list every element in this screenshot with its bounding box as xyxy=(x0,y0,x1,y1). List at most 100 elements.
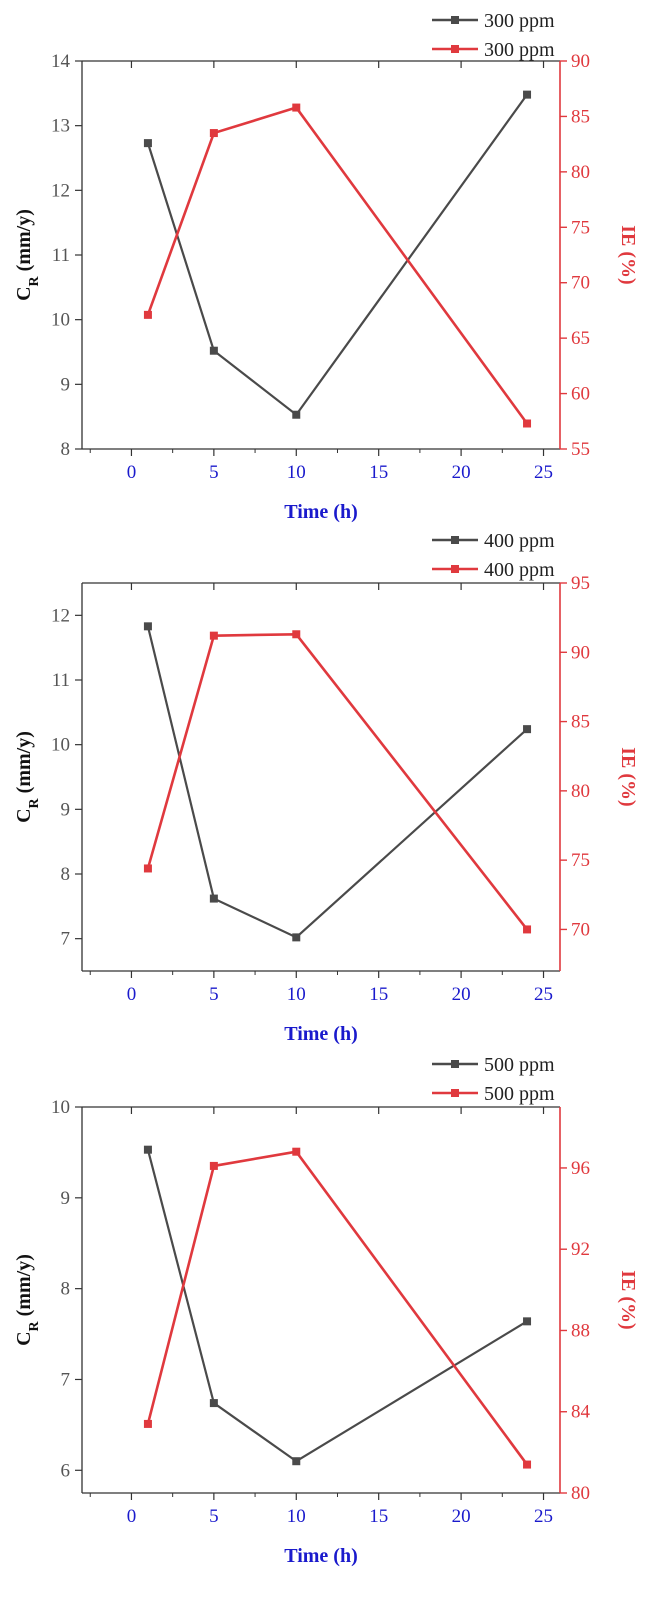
x-tick-label: 15 xyxy=(369,462,388,483)
left-y-axis-title-unit: (mm/y) xyxy=(13,209,35,276)
legend-label: 500 ppm xyxy=(484,1083,555,1105)
x-tick-label: 10 xyxy=(287,462,306,483)
x-tick-label: 10 xyxy=(287,1506,306,1527)
right-y-tick-label: 80 xyxy=(571,1483,590,1504)
left-y-tick-label: 10 xyxy=(51,735,70,756)
x-tick-label: 25 xyxy=(534,1506,553,1527)
data-point-ie xyxy=(209,631,218,640)
right-y-tick-label: 95 xyxy=(571,573,590,594)
x-tick-label: 20 xyxy=(452,984,471,1005)
right-y-axis-title: IE (%) xyxy=(617,747,639,806)
left-y-tick-label: 12 xyxy=(51,605,70,626)
chart-panel-1: 0 5 10 15 20 25 8 9 10 11 12 13 14 55 60 65 70 75 80 85 90 Ti… xyxy=(13,10,639,523)
left-y-tick-label: 7 xyxy=(61,1369,71,1390)
right-y-tick-label: 90 xyxy=(571,51,590,72)
chart-panel-2: 0 5 10 15 20 25 7 8 9 10 11 12 70 75 80 85 90 95 Time (h) C… xyxy=(13,530,639,1045)
left-y-tick-label: 9 xyxy=(61,799,71,820)
left-y-axis-title-subscript: R xyxy=(27,275,42,286)
left-y-axis-title-main: C xyxy=(13,286,35,300)
right-y-tick-label: 88 xyxy=(571,1320,590,1341)
legend-label: 500 ppm xyxy=(484,1054,555,1076)
right-y-tick-label: 92 xyxy=(571,1239,590,1260)
x-tick-label: 10 xyxy=(287,984,306,1005)
right-y-tick-label: 55 xyxy=(571,439,590,460)
data-point-ie xyxy=(292,103,301,112)
right-y-axis-title: IE (%) xyxy=(617,1270,639,1329)
data-point-cr xyxy=(292,1457,301,1466)
series-line-cr xyxy=(146,626,528,939)
x-tick-label: 5 xyxy=(209,1506,219,1527)
data-point-ie xyxy=(143,1419,152,1428)
legend-label: 300 ppm xyxy=(484,10,555,32)
x-tick-label: 20 xyxy=(452,462,471,483)
legend-marker xyxy=(451,1060,459,1068)
data-point-ie xyxy=(209,129,218,138)
series-line-ie xyxy=(146,1150,529,1466)
right-y-axis-title: IE (%) xyxy=(617,225,639,284)
left-y-tick-label: 11 xyxy=(52,245,70,266)
x-tick-label: 0 xyxy=(127,462,137,483)
data-point-ie xyxy=(523,1460,532,1469)
left-y-axis-title: CR (mm/y) xyxy=(13,209,42,301)
left-y-axis-title-unit: (mm/y) xyxy=(13,731,35,798)
right-y-tick-label: 80 xyxy=(571,162,590,183)
legend-label: 300 ppm xyxy=(484,39,555,61)
right-y-tick-label: 85 xyxy=(571,106,590,127)
x-tick-label: 15 xyxy=(369,984,388,1005)
left-y-tick-label: 8 xyxy=(61,1279,71,1300)
right-y-tick-label: 85 xyxy=(571,712,590,733)
series-line-ie xyxy=(146,106,529,425)
left-y-tick-label: 10 xyxy=(51,310,70,331)
data-point-cr xyxy=(292,933,301,942)
x-tick-label: 5 xyxy=(209,462,219,483)
data-point-ie xyxy=(209,1161,218,1170)
data-point-cr xyxy=(143,1145,152,1154)
legend-marker xyxy=(451,1089,459,1097)
left-y-tick-label: 10 xyxy=(51,1097,70,1118)
left-y-tick-label: 9 xyxy=(61,374,71,395)
left-y-tick-label: 11 xyxy=(52,670,70,691)
x-tick-label: 25 xyxy=(534,462,553,483)
series-line-ie xyxy=(146,632,529,931)
data-point-ie xyxy=(523,419,532,428)
left-y-tick-label: 13 xyxy=(51,116,70,137)
left-y-tick-label: 9 xyxy=(61,1188,71,1209)
data-point-ie xyxy=(143,310,152,319)
x-tick-label: 25 xyxy=(534,984,553,1005)
right-y-tick-label: 60 xyxy=(571,384,590,405)
data-point-cr xyxy=(143,622,152,631)
legend-marker xyxy=(451,536,459,544)
x-axis-title: Time (h) xyxy=(284,1545,358,1567)
right-y-tick-label: 70 xyxy=(571,919,590,940)
left-y-axis-title-subscript: R xyxy=(27,1320,42,1331)
x-axis-title: Time (h) xyxy=(284,501,358,523)
legend-label: 400 ppm xyxy=(484,559,555,581)
legend-marker xyxy=(451,565,459,573)
right-y-tick-label: 80 xyxy=(571,781,590,802)
x-tick-label: 0 xyxy=(127,1506,137,1527)
x-tick-label: 15 xyxy=(369,1506,388,1527)
right-y-tick-label: 96 xyxy=(571,1158,590,1179)
data-point-cr xyxy=(523,725,532,734)
x-axis-title: Time (h) xyxy=(284,1023,358,1045)
data-point-cr xyxy=(209,346,218,355)
left-y-tick-label: 7 xyxy=(61,929,71,950)
left-y-axis-title: CR (mm/y) xyxy=(13,1254,42,1346)
data-point-cr xyxy=(523,1317,532,1326)
left-y-tick-label: 8 xyxy=(61,864,71,885)
left-y-axis-title-main: C xyxy=(13,808,35,822)
legend-label: 400 ppm xyxy=(484,530,555,552)
chart-panel-3: 0 5 10 15 20 25 6 7 8 9 10 80 84 88 92 96 Time (h) CR (mm… xyxy=(13,1054,639,1567)
right-y-tick-label: 84 xyxy=(571,1402,591,1423)
left-y-axis-title-subscript: R xyxy=(27,797,42,808)
legend-marker xyxy=(451,45,459,53)
right-y-tick-label: 65 xyxy=(571,328,590,349)
right-y-tick-label: 75 xyxy=(571,217,590,238)
data-point-cr xyxy=(209,894,218,903)
left-y-axis-title-unit: (mm/y) xyxy=(13,1254,35,1321)
right-y-tick-label: 90 xyxy=(571,642,590,663)
data-point-ie xyxy=(292,630,301,639)
data-point-cr xyxy=(292,410,301,419)
left-y-axis-title-main: C xyxy=(13,1331,35,1345)
